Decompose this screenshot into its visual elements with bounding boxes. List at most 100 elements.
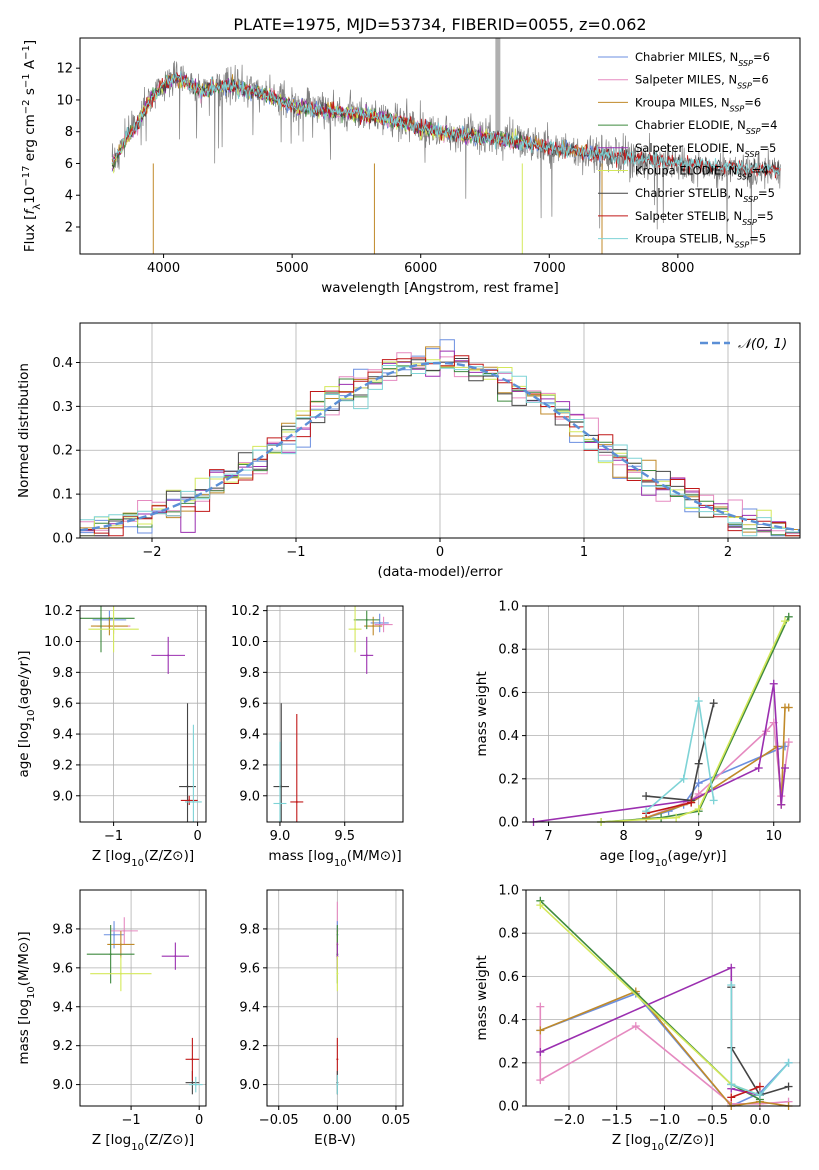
data-point: [100, 617, 102, 620]
x-tick-label: 2: [724, 545, 732, 560]
y-tick-label: 0.6: [498, 686, 519, 701]
x-axis-label: age [log10(age/yr)]: [599, 848, 726, 869]
model-spectrum-line: [111, 72, 524, 171]
x-tick-label: 9.0: [270, 829, 291, 844]
y-tick-label: 9.8: [52, 666, 73, 681]
x-axis-label: wavelength [Angstrom, rest frame]: [321, 280, 559, 296]
y-axis-label: mass weight: [474, 955, 490, 1040]
y-tick-label: 0.8: [498, 643, 519, 658]
data-point: [191, 1081, 194, 1084]
y-axis-label: age [log10(age/yr)]: [16, 650, 37, 777]
x-tick-label: 10: [765, 829, 782, 844]
y-tick-label: 0.6: [498, 970, 519, 985]
mass-weight-line: [645, 801, 692, 815]
x-tick-label: −1: [104, 829, 123, 844]
residuals-panel: −2 −1 0 1 2 0.0 0.1 0.2 0.3 0.4 (data-model)/error…: [16, 322, 801, 580]
x-tick-label: 8000: [661, 261, 694, 276]
x-tick-label: 1: [580, 545, 588, 560]
x-axis-label: E(B-V): [314, 1132, 356, 1148]
x-axis-label: Z [log10(Z/Z⊙)]: [612, 1132, 714, 1153]
spectrum-frame: [79, 37, 801, 255]
y-tick-label: 0.3: [52, 400, 73, 415]
residuals-frame: [79, 322, 801, 539]
mass-weight-line: [539, 1006, 789, 1105]
x-tick-label: 8: [619, 829, 627, 844]
y-tick-label: 1.0: [498, 600, 519, 615]
y-tick-label: 6: [65, 157, 73, 172]
data-point: [191, 1058, 194, 1061]
x-tick-label: −1: [286, 545, 305, 560]
y-axis-label: Flux [fλ10−17 erg cm−2 s−1 A−1]: [21, 40, 43, 252]
y-tick-label: 12: [56, 62, 73, 77]
y-tick-label: 9.8: [239, 922, 260, 937]
mass-weight-line: [731, 1085, 761, 1099]
y-tick-label: 10.2: [44, 604, 73, 619]
y-axis-label: mass weight: [474, 671, 490, 756]
model-spectrum-line: [111, 71, 781, 177]
data-point: [174, 955, 177, 958]
x-tick-label: 0: [195, 1113, 203, 1128]
y-tick-label: 9.4: [239, 1000, 260, 1015]
y-tick-label: 9.2: [239, 1039, 260, 1054]
data-point: [194, 1083, 197, 1086]
mass-weight-line: [645, 745, 786, 819]
data-point: [336, 972, 339, 975]
data-point: [123, 929, 126, 932]
data-point: [119, 972, 122, 975]
mass-weight-line: [601, 620, 786, 822]
x-tick-label: −1: [121, 1113, 140, 1128]
mass-vs-ebv-panel: −0.05 0.00 0.05 9.0 9.2 9.4 9.6 9.8 E(B-V): [239, 889, 410, 1148]
y-tick-label: 9.0: [239, 789, 260, 804]
data-point: [278, 802, 281, 805]
y-tick-label: 0.0: [52, 532, 73, 547]
data-point: [365, 654, 368, 657]
legend-entry: Chabrier MILES, NSSP=6: [635, 50, 770, 68]
x-tick-label: 9: [695, 829, 703, 844]
y-tick-label: 0.2: [498, 1056, 519, 1071]
y-tick-label: 0.4: [52, 356, 73, 371]
age-vs-mass-frame: [266, 605, 404, 823]
x-tick-label: −1.5: [601, 1113, 633, 1128]
mass-weight-line: [645, 700, 715, 812]
data-point: [186, 785, 189, 788]
y-tick-label: 9.4: [52, 728, 73, 743]
y-tick-label: 9.0: [52, 789, 73, 804]
mass-weight-line: [539, 900, 761, 1101]
y-tick-label: 0.4: [498, 1013, 519, 1028]
x-tick-label: 0: [436, 545, 444, 560]
mass-vs-Z-panel: −1 0 9.0 9.2 9.4 9.6 9.8 Z [log10(Z/Z⊙)] mass [l…: [16, 889, 207, 1153]
y-tick-label: 9.8: [52, 922, 73, 937]
y-tick-label: 8: [65, 125, 73, 140]
y-tick-label: 9.6: [52, 697, 73, 712]
data-point: [119, 943, 122, 946]
y-tick-label: 9.2: [52, 1039, 73, 1054]
age-vs-mass-panel: 9.0 9.5 9.0 9.2 9.4 9.6 9.8 10.0 10.2 mass [log10…: [231, 604, 404, 869]
y-tick-label: 10.0: [231, 635, 260, 650]
data-point: [188, 799, 191, 802]
mass-weight-line: [539, 990, 789, 1106]
data-point: [365, 618, 368, 621]
y-tick-label: 9.2: [239, 758, 260, 773]
x-tick-label: 5000: [276, 261, 309, 276]
x-tick-label: −0.5: [696, 1113, 728, 1128]
legend-entry: Kroupa ELODIE, NSSP=4: [635, 164, 769, 182]
data-point: [372, 625, 375, 628]
y-tick-label: 9.6: [239, 697, 260, 712]
mass-vs-ebv-frame: [266, 889, 404, 1107]
legend-entry: Salpeter STELIB, NSSP=5: [635, 209, 774, 227]
y-tick-label: 1.0: [498, 884, 519, 899]
data-point: [112, 628, 115, 631]
x-axis-label: Z [log10(Z/Z⊙)]: [92, 848, 194, 869]
mass-weight-line: [730, 985, 790, 1097]
y-tick-label: 0.0: [498, 816, 519, 831]
y-tick-label: 0.4: [498, 729, 519, 744]
data-point: [113, 933, 116, 936]
mass-weight-line: [540, 992, 790, 1106]
x-tick-label: 0.05: [381, 1113, 410, 1128]
legend-entry: 𝒩(0, 1): [738, 336, 787, 352]
age-vs-Z-panel: −1 0 9.0 9.2 9.4 9.6 9.8 10.0 10.2 Z [log10(Z/Z⊙)…: [16, 604, 207, 869]
y-tick-label: 9.4: [239, 728, 260, 743]
mass-weight-line: [539, 966, 761, 1096]
x-tick-label: 7000: [533, 261, 566, 276]
